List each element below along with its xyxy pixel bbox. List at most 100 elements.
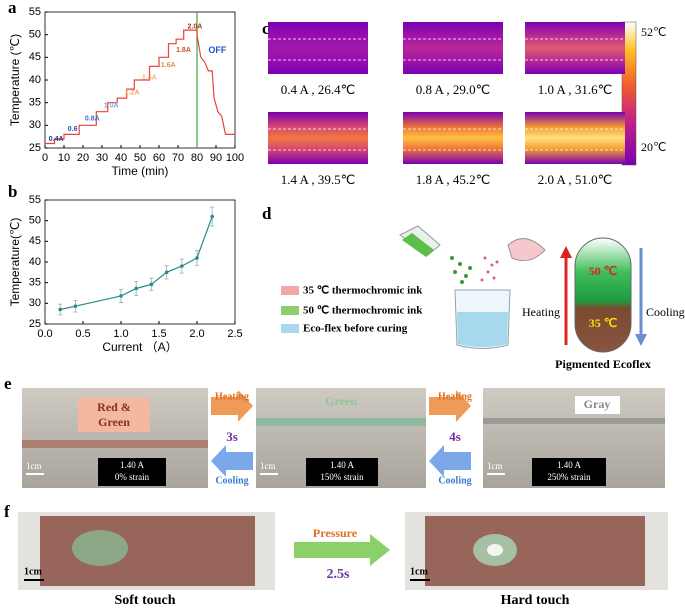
label-box [306, 458, 378, 486]
annotation: 1.2A [125, 90, 140, 97]
x-tick-label: 1.0 [113, 328, 128, 340]
y-tick-label: 50 [29, 29, 41, 41]
data-point [164, 270, 169, 275]
y-tick-label: 50 [29, 215, 41, 227]
caption: Soft touch [114, 593, 175, 608]
heat-image [268, 112, 368, 164]
arrow [211, 390, 253, 422]
photos-f: Pressure 2.5s 1cm 1cm Soft touch Hard to… [18, 512, 668, 608]
strip [483, 418, 665, 424]
colorbar-label: 52℃ [641, 25, 666, 39]
label-box [98, 458, 166, 486]
strip [256, 418, 426, 426]
heatmaps: 52℃ 20℃ [621, 21, 666, 166]
y-tick-label: 40 [29, 74, 41, 86]
annotation: 1.6A [161, 62, 176, 69]
x-axis-title: Current （A） [102, 340, 177, 354]
x-tick-label: 60 [153, 152, 165, 164]
beaker-liquid [457, 312, 508, 347]
flask [507, 238, 546, 262]
legend-swatch [281, 306, 299, 315]
process-label: Cooling [438, 475, 471, 486]
annotation: OFF [208, 45, 226, 55]
time-label: 2.5s [327, 567, 351, 582]
data-point [73, 304, 78, 309]
colorbar [621, 21, 637, 166]
box-text: 150% strain [320, 472, 364, 482]
data-point [119, 294, 123, 298]
box-text: 1.40 A [120, 460, 145, 470]
scale-text: 1cm [260, 461, 276, 471]
scale-text: 1cm [487, 461, 503, 471]
x-tick-label: 70 [172, 152, 184, 164]
stage-label: Red & [97, 400, 131, 414]
box-text: 1.40 A [557, 460, 582, 470]
y-tick-label: 35 [29, 277, 41, 289]
x-tick-label: 10 [58, 152, 70, 164]
heat-label: 1.0 A , 31.6℃ [538, 82, 613, 97]
sheet [425, 516, 645, 586]
annotation: 1.8A [176, 47, 191, 54]
legend-text: Eco-flex before curing [303, 323, 408, 335]
data-point [58, 307, 62, 312]
arrow-head [560, 246, 572, 258]
y-tick-label: 40 [29, 256, 41, 268]
annotation: 0.6 [68, 126, 78, 133]
x-tick-label: 20 [77, 152, 89, 164]
process-label: Heating [522, 305, 560, 319]
scale-text: 1cm [24, 566, 42, 577]
x-tick-label: 80 [191, 152, 203, 164]
heat-image [525, 112, 625, 164]
y-tick-label: 30 [29, 297, 41, 309]
arrow [429, 445, 471, 477]
x-tick-label: 2.5 [227, 328, 242, 340]
x-tick-label: 40 [115, 152, 127, 164]
y-tick-label: 45 [29, 51, 41, 63]
temp-label: 50 ℃ [589, 264, 617, 278]
strip [22, 440, 208, 448]
caption: Hard touch [501, 593, 570, 608]
temp-label: 35 ℃ [589, 316, 617, 330]
heat-label: 1.8 A , 45.2℃ [416, 172, 491, 187]
x-tick-label: 0.0 [37, 328, 52, 340]
heat-image [403, 22, 503, 74]
x-tick-label: 0 [42, 152, 48, 164]
heat-image [525, 22, 625, 74]
box-text: 250% strain [547, 472, 591, 482]
annotation: 0.4A [49, 136, 64, 143]
panel-letter: f [4, 502, 10, 521]
legend-text: 35 ℃ thermochromic ink [303, 285, 423, 297]
label-box [575, 396, 620, 414]
touch-spot [72, 530, 128, 566]
annotation: 0.8A [85, 115, 100, 122]
time-label: 4s [449, 429, 461, 444]
data-line [45, 29, 235, 145]
arrow [211, 445, 253, 477]
legend-text: 50 ℃ thermochromic ink [303, 305, 423, 317]
time-label: 3s [226, 429, 238, 444]
flask-liquid [402, 233, 434, 257]
arrow [294, 534, 390, 566]
action-label: Pressure [313, 526, 358, 540]
heat-image [268, 22, 368, 74]
heat-label: 0.8 A , 29.0℃ [416, 82, 491, 97]
annotation: 1.0A [104, 103, 119, 110]
arrow-head [635, 334, 647, 346]
panel-letter: c [262, 19, 270, 38]
ink-drops [480, 256, 499, 282]
x-tick-label: 50 [134, 152, 146, 164]
data-point [195, 256, 199, 260]
x-tick-label: 0.5 [75, 328, 90, 340]
label-box [532, 458, 606, 486]
panel-letter: a [8, 0, 17, 17]
stage-label: Green [325, 394, 357, 408]
panel-letter: b [8, 182, 17, 201]
y-tick-label: 25 [29, 142, 41, 154]
box-text: 0% strain [115, 472, 150, 482]
x-tick-label: 30 [96, 152, 108, 164]
y-tick-label: 55 [29, 194, 41, 206]
heat-image [403, 112, 503, 164]
annotation: 1.4A [142, 75, 157, 82]
stage-label: Green [98, 415, 130, 429]
